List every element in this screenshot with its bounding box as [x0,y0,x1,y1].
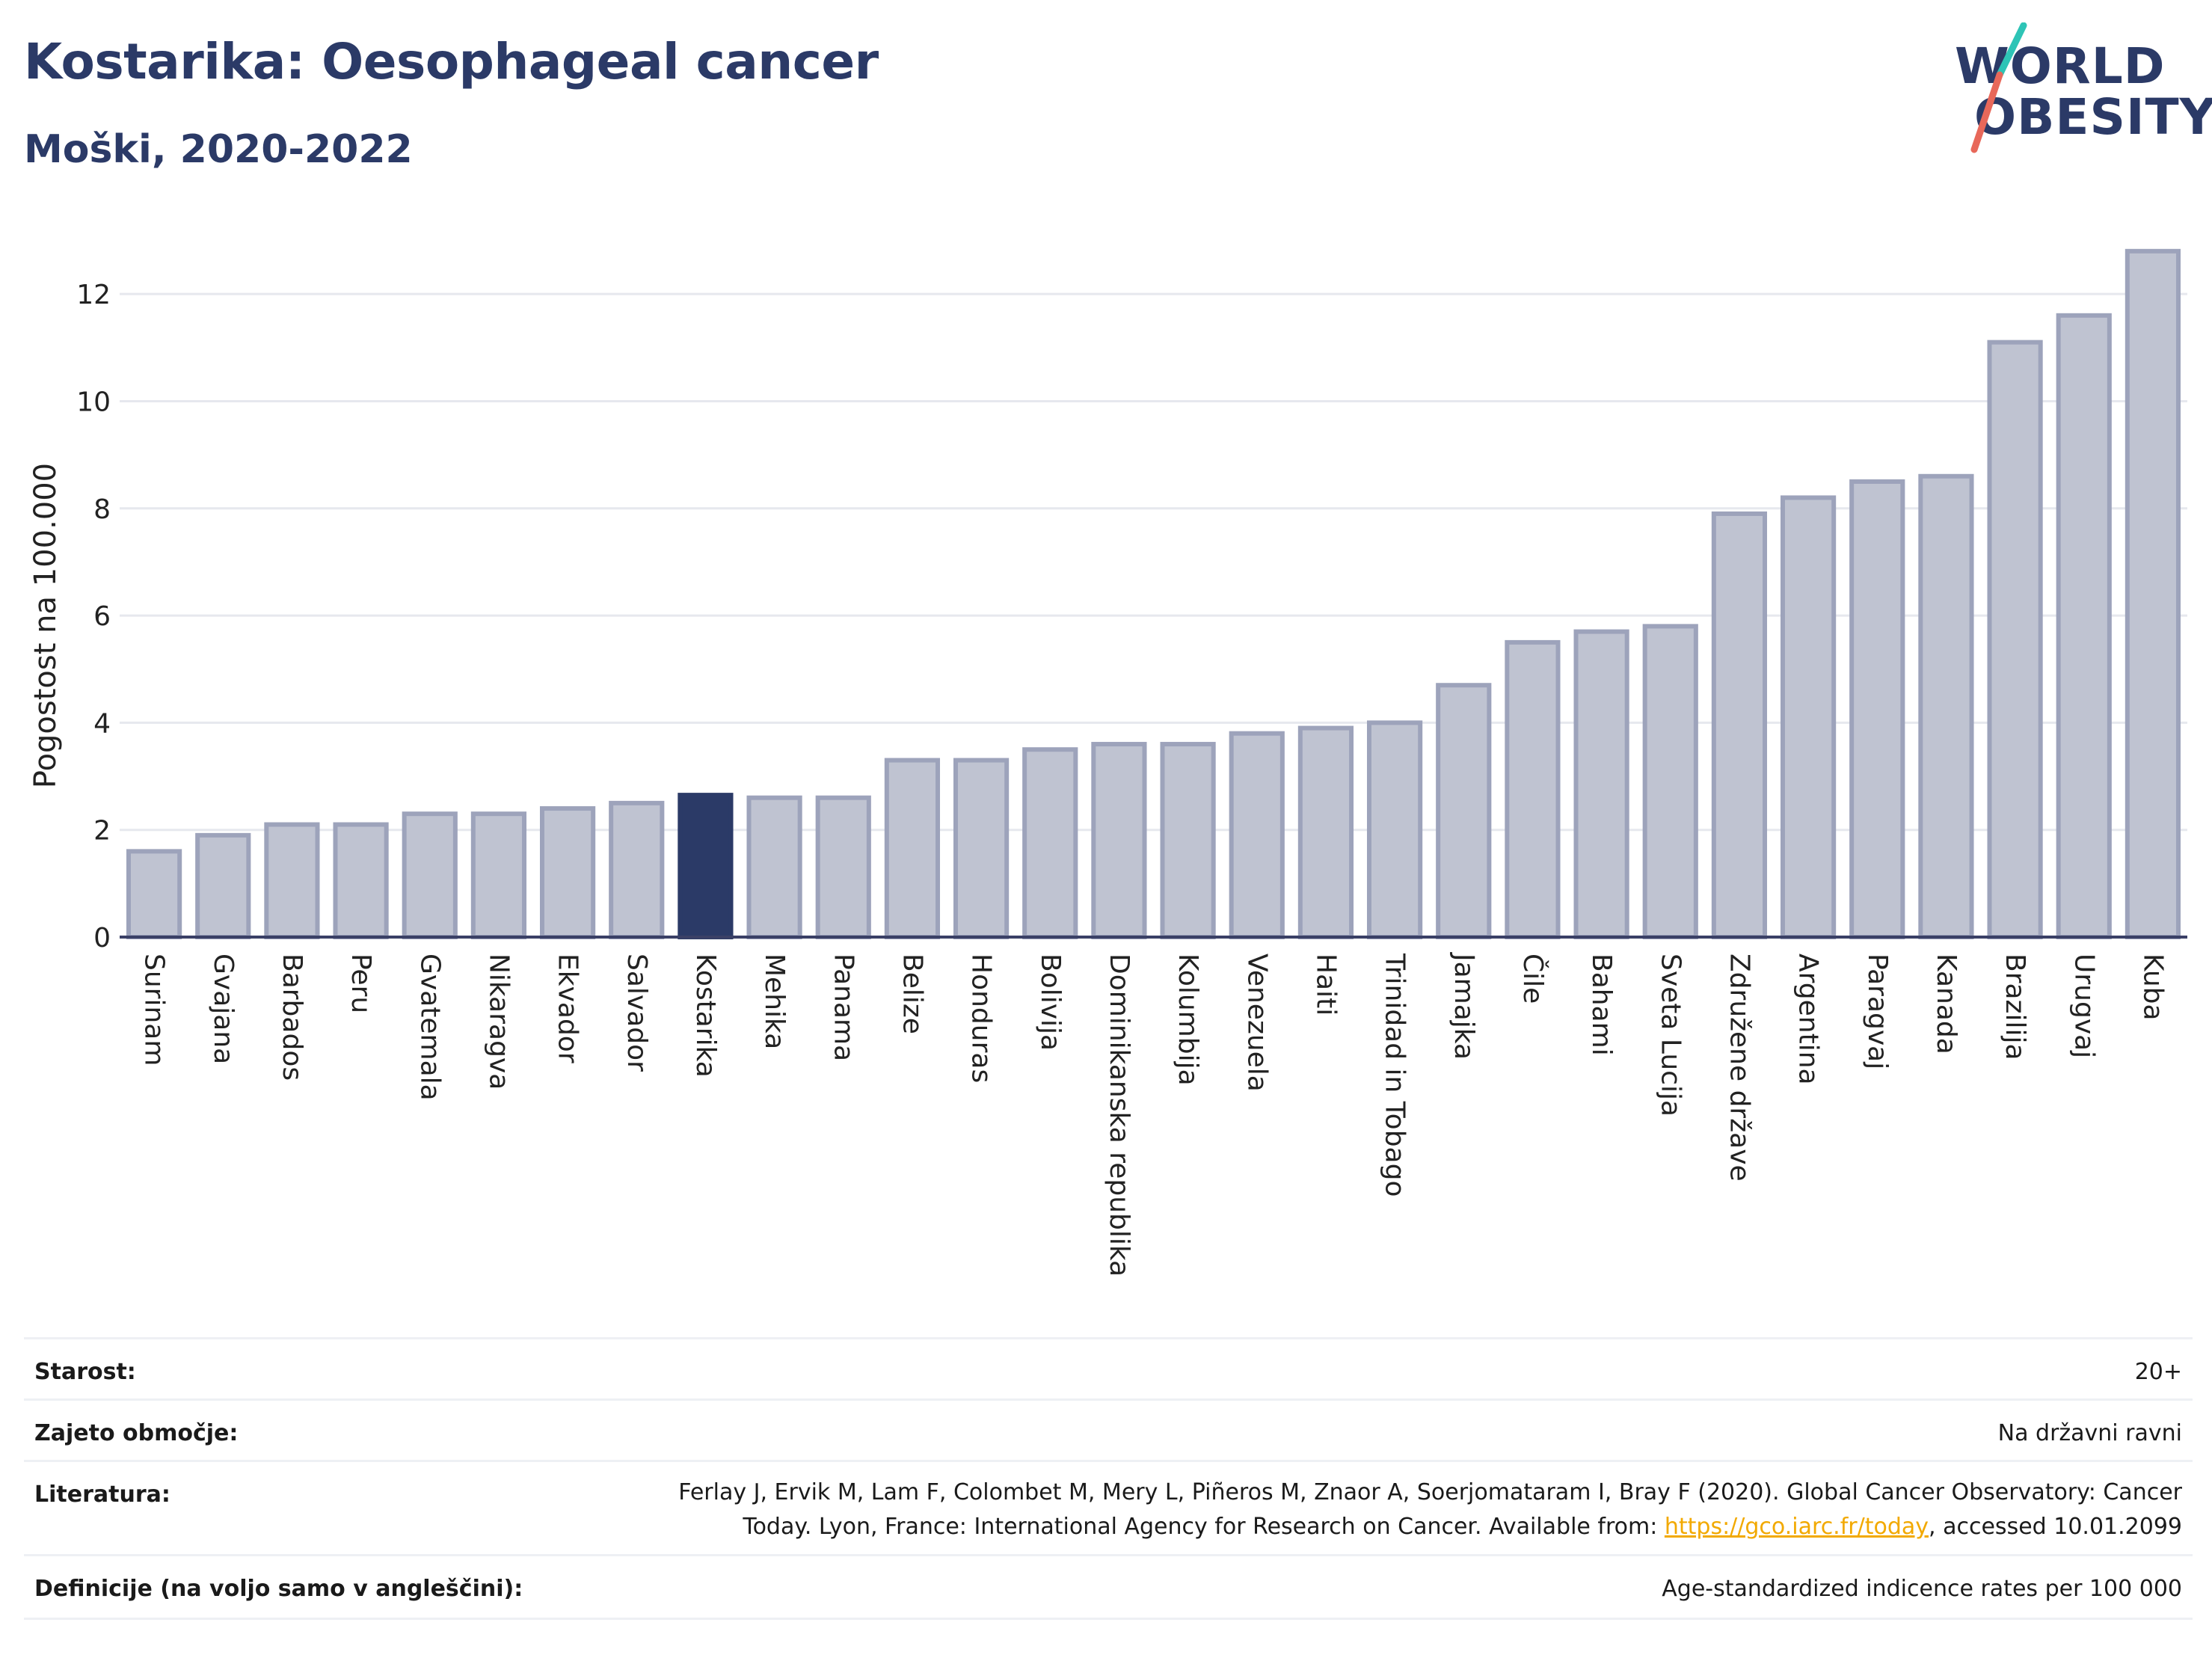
y-axis-label: Pogostost na 100.000 [28,463,63,788]
y-tick-label: 0 [93,923,111,954]
x-tick-label: Belize [897,954,927,1034]
x-tick-label: Brazilija [2000,954,2030,1060]
y-tick-label: 2 [93,816,111,847]
bar [1229,731,1285,939]
bar [2056,313,2112,940]
bar [1849,479,1905,939]
x-tick-label: Čile [1517,954,1549,1004]
bar [609,800,665,939]
x-tick-label: Surinam [139,954,170,1066]
reference-value: Ferlay J, Ervik M, Lam F, Colombet M, Me… [537,1476,2182,1544]
bar [1780,495,1837,939]
x-tick-label: Paragvaj [1862,954,1893,1069]
bar [1918,473,1974,939]
logo-word-world: WORLD [1955,37,2166,95]
bar [1505,639,1561,940]
x-tick-label: Kuba [2137,954,2168,1021]
x-tick-label: Bahami [1586,954,1617,1056]
logo-word-obesity: OBESITY [1974,88,2212,146]
bar [953,758,1010,940]
y-tick-label: 4 [93,708,111,739]
logo-slash-icon [1970,22,2027,153]
y-tick-label: 8 [93,494,111,525]
x-tick-label: Gvatemala [414,954,445,1101]
bar [1022,747,1078,939]
bar [126,849,182,940]
bar [1987,340,2043,939]
y-tick-label: 6 [93,601,111,632]
bar [1366,720,1423,940]
bar [746,795,802,939]
x-tick-label: Venezuela [1241,954,1272,1092]
x-tick-label: Bolivija [1035,954,1066,1051]
x-tick-label: Kolumbija [1173,954,1203,1086]
reference-link[interactable]: https://gco.iarc.fr/today [1664,1514,1929,1540]
bar [195,832,251,940]
x-tick-label: Peru [345,954,376,1013]
bar [1091,742,1147,939]
x-tick-label: Sveta Lucija [1655,954,1686,1117]
x-tick-label: Gvajana [208,954,239,1064]
bar [470,811,527,939]
x-tick-label: Jamajka [1448,952,1479,1060]
x-tick-label: Združene države [1724,954,1754,1182]
x-tick-label: Kanada [1931,954,1961,1054]
bar [815,795,871,939]
info-row-definitions: Definicije (na voljo samo v angleščini):… [24,1554,2193,1620]
bar [884,758,941,940]
bar [402,811,458,939]
reference-text-3: , accessed 10.01.2099 [1929,1514,2182,1540]
x-tick-label: Salvador [621,954,652,1072]
world-obesity-logo: WORLD OBESITY [1952,22,2212,157]
age-value: 20+ [2134,1359,2182,1385]
info-row-reference: Literatura: Ferlay J, Ervik M, Lam F, Co… [24,1460,2193,1556]
x-tick-label: Ekvador [553,954,583,1063]
x-tick-label: Dominikanska republika [1104,954,1134,1277]
definitions-value: Age-standardized indicence rates per 100… [1662,1576,2182,1602]
bar [333,822,389,940]
x-tick-label: Nikaragva [483,954,514,1090]
x-tick-label: Urugvaj [2068,954,2099,1058]
bar [1642,624,1698,939]
bar [1573,629,1629,939]
reference-text-2: Today. Lyon, France: International Agenc… [743,1514,1665,1540]
page-title: Kostarika: Oesophageal cancer [24,33,879,90]
bar [264,822,320,940]
reference-text-1: Ferlay J, Ervik M, Lam F, Colombet M, Me… [678,1479,2182,1505]
x-tick-label: Kostarika [690,954,721,1078]
x-tick-label: Mehika [759,954,790,1049]
reference-label: Literatura: [34,1481,170,1508]
info-row-age: Starost: 20+ [24,1337,2193,1401]
definitions-label: Definicije (na voljo samo v angleščini): [34,1576,523,1602]
y-tick-label: 10 [76,387,111,417]
age-label: Starost: [34,1359,136,1385]
info-row-coverage: Zajeto območje: Na državni ravni [24,1398,2193,1462]
y-tick-label: 12 [76,280,111,310]
bar [2125,248,2181,939]
bar [539,806,596,939]
bar-chart: 0 2 4 6 8 10 12 Pogostost na 100.000 Surinam Gvaj… [28,248,2187,1277]
x-tick-label: Panama [828,954,858,1061]
bar-highlight [678,793,734,940]
bar [1711,511,1768,939]
coverage-value: Na državni ravni [1997,1420,2182,1446]
bar [1160,742,1216,939]
coverage-label: Zajeto območje: [34,1420,239,1446]
x-tick-label: Trinidad in Tobago [1380,953,1410,1197]
x-tick-label: Argentina [1793,954,1824,1085]
bar [1297,725,1354,940]
x-tick-label: Haiti [1310,954,1341,1016]
x-tick-label: Barbados [277,954,307,1081]
x-tick-label: Honduras [966,954,997,1083]
bar [1436,683,1492,940]
page-subtitle: Moški, 2020-2022 [24,127,413,172]
